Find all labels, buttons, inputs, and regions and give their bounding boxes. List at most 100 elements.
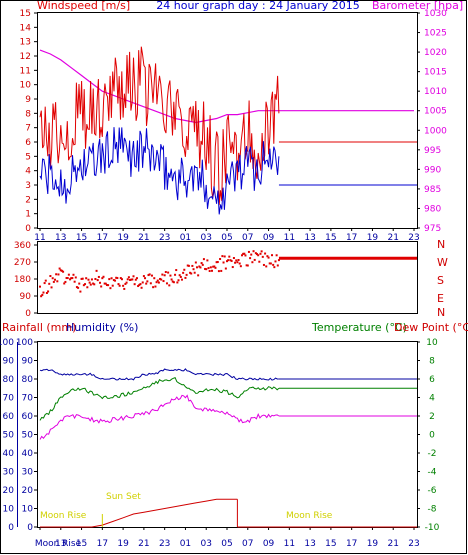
direction-point xyxy=(120,278,123,281)
wind-y-tick-label: 14 xyxy=(20,23,32,33)
direction-point xyxy=(265,265,268,268)
direction-point xyxy=(217,270,220,273)
direction-point xyxy=(57,273,60,276)
direction-point xyxy=(97,275,100,278)
direction-point xyxy=(153,277,156,280)
direction-point xyxy=(150,274,153,277)
direction-point xyxy=(199,266,202,269)
barometer-title: Barometer [hpa] xyxy=(372,0,463,12)
direction-point xyxy=(235,259,238,262)
direction-point xyxy=(249,257,252,260)
climate-x-tick-label: 19 xyxy=(367,539,379,549)
direction-point xyxy=(85,277,88,280)
direction-point xyxy=(178,274,181,277)
direction-point xyxy=(247,250,250,253)
direction-point xyxy=(176,281,179,284)
direction-point xyxy=(169,274,172,277)
direction-y-tick-label: 180 xyxy=(14,275,31,285)
wind-x-tick-label: 15 xyxy=(325,233,336,243)
humidity-title: Humidity (%) xyxy=(66,321,138,334)
wind-x-tick-label: 23 xyxy=(408,233,419,243)
direction-point xyxy=(274,260,277,263)
wind-y-tick-label: 11 xyxy=(20,66,31,76)
compass-label-s: S xyxy=(437,274,444,287)
rain-y-tick-label: 60 xyxy=(3,412,15,422)
direction-point xyxy=(42,291,45,294)
direction-point xyxy=(195,266,198,269)
direction-point xyxy=(39,285,41,288)
direction-point xyxy=(157,281,160,284)
direction-point xyxy=(193,271,196,274)
direction-point xyxy=(256,253,259,256)
direction-point xyxy=(271,254,274,257)
direction-point xyxy=(92,282,95,285)
direction-point xyxy=(141,281,144,284)
temp-y-tick-label: 4 xyxy=(429,394,435,404)
temp-y-tick-label: -6 xyxy=(428,486,437,496)
wind-y-tick-label: 5 xyxy=(25,152,31,162)
temp-y-tick-label: 8 xyxy=(429,357,435,367)
direction-point xyxy=(273,266,276,269)
wind-y-tick-label: 4 xyxy=(25,167,31,177)
wind-x-tick-label: 17 xyxy=(346,233,357,243)
direction-point xyxy=(160,278,163,281)
wind-x-tick-label: 19 xyxy=(117,233,129,243)
direction-point xyxy=(268,262,271,265)
direction-point xyxy=(159,277,162,280)
direction-point xyxy=(146,280,149,283)
compass-label-w: W xyxy=(437,256,448,269)
direction-point xyxy=(74,276,77,279)
direction-point xyxy=(262,263,265,266)
direction-point xyxy=(204,267,207,270)
direction-point xyxy=(223,255,226,258)
rain-y-tick-label: 50 xyxy=(3,431,15,441)
direction-point xyxy=(77,286,80,289)
direction-y-tick-label: 90 xyxy=(20,292,32,302)
wind-x-tick-label: 03 xyxy=(200,233,211,243)
humidity-line xyxy=(39,394,280,440)
direction-point xyxy=(103,282,106,285)
direction-point xyxy=(200,262,203,265)
humidity-y-tick-label: 10 xyxy=(22,505,34,515)
direction-point xyxy=(78,282,81,285)
direction-point xyxy=(48,282,51,285)
wind-y-tick-label: 9 xyxy=(25,95,31,105)
wind-y-tick-label: 10 xyxy=(20,81,32,91)
baro-y-tick-label: 1020 xyxy=(424,48,447,58)
direction-point xyxy=(214,266,217,269)
direction-point xyxy=(202,258,205,261)
baro-y-tick-label: 1025 xyxy=(424,29,447,39)
direction-point xyxy=(114,279,117,282)
direction-point xyxy=(102,275,105,278)
climate-x-tick-label: 17 xyxy=(97,539,108,549)
direction-point xyxy=(216,261,219,264)
direction-point xyxy=(187,264,190,267)
climate-x-tick-label: 03 xyxy=(200,539,211,549)
direction-point xyxy=(93,283,96,286)
direction-point xyxy=(132,275,135,278)
direction-point xyxy=(245,264,248,267)
dewpoint-title: Dew Point (°C) xyxy=(394,321,468,334)
rain-y-tick-label: 20 xyxy=(3,486,15,496)
climate-x-tick-label: 13 xyxy=(55,539,66,549)
direction-point xyxy=(108,278,111,281)
direction-point xyxy=(259,252,262,255)
humidity-y-tick-label: 40 xyxy=(22,449,34,459)
direction-point xyxy=(163,274,166,277)
direction-point xyxy=(101,277,104,280)
climate-x-tick-label: 15 xyxy=(76,539,87,549)
direction-point xyxy=(242,252,245,255)
wind-x-tick-label: 11 xyxy=(284,233,295,243)
wind-x-tick-label: 21 xyxy=(387,233,398,243)
direction-point xyxy=(241,254,244,257)
direction-point xyxy=(69,278,72,281)
humidity-y-tick-label: 70 xyxy=(22,394,34,404)
direction-point xyxy=(167,271,170,274)
direction-point xyxy=(234,261,237,264)
direction-panel: 0 90 180 270 360 xyxy=(14,241,417,319)
direction-point xyxy=(54,278,57,281)
climate-x-tick-label: 07 xyxy=(242,539,253,549)
direction-point xyxy=(119,277,122,280)
direction-point xyxy=(162,280,165,283)
direction-point xyxy=(118,284,121,287)
